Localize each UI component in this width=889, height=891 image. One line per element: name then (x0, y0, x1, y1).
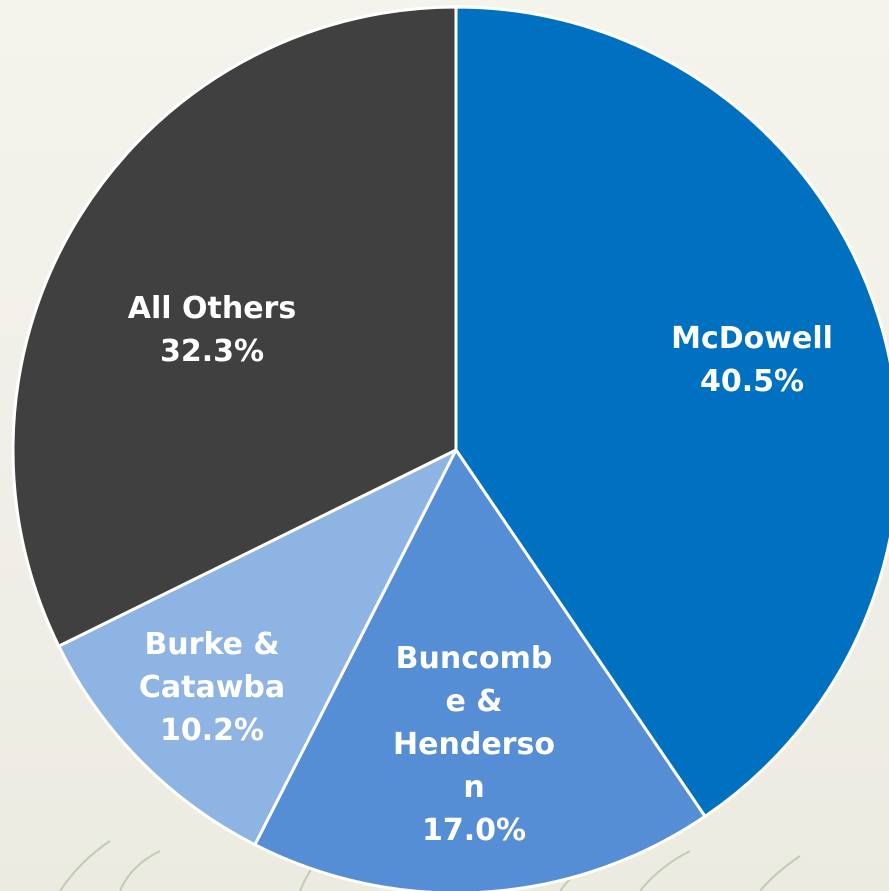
pie-labels: McDowell 40.5% Buncomb e & Henderso n 17.0% Bur… (128, 291, 833, 848)
slice-name-label: Buncomb (396, 641, 553, 676)
slice-label-all-others: All Others 32.3% (128, 291, 296, 369)
pie-slice-all-others (11, 5, 458, 648)
pie-slice-buncomb-e-henderso-n (253, 448, 707, 891)
pie-slice-mcdowell (454, 5, 889, 818)
slice-name-label: n (463, 770, 484, 805)
slice-value-label: 17.0% (422, 813, 526, 848)
slice-name-label: McDowell (671, 321, 833, 356)
slice-name-label: Burke & (144, 627, 279, 662)
pie-slices (11, 5, 889, 891)
slice-value-label: 40.5% (700, 364, 804, 399)
slice-name-label: e & (446, 684, 503, 719)
slice-value-label: 32.3% (160, 334, 264, 369)
slice-label-buncomb-e-henderso-n: Buncomb e & Henderso n 17.0% (393, 641, 555, 848)
slice-label-mcdowell: McDowell 40.5% (671, 321, 833, 399)
pie-slice-burke-catawba (57, 448, 458, 847)
slice-name-label: Catawba (139, 670, 285, 705)
slice-name-label: All Others (128, 291, 296, 326)
slice-value-label: 10.2% (160, 713, 264, 748)
slice-label-burke-catawba: Burke & Catawba 10.2% (139, 627, 285, 748)
slice-name-label: Henderso (393, 727, 555, 762)
